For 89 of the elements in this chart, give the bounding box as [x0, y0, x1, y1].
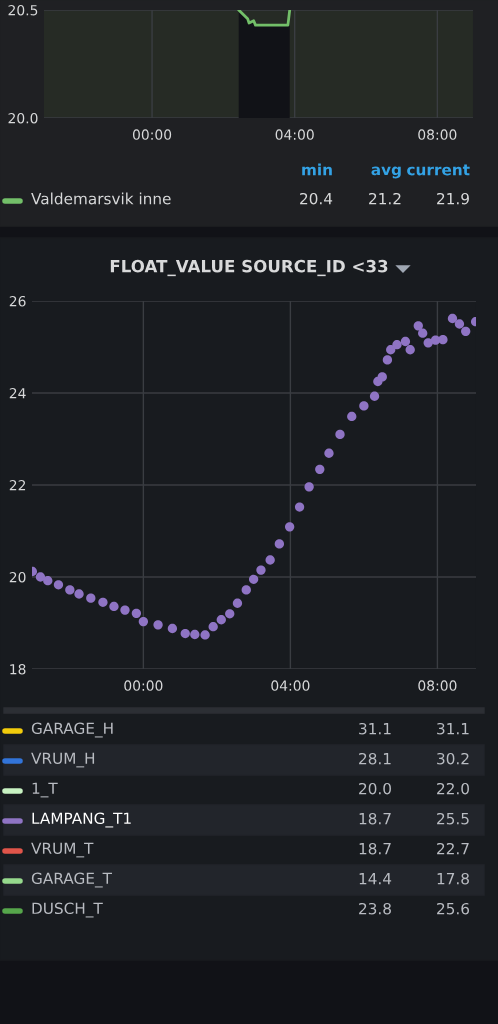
point [65, 585, 75, 595]
point [324, 448, 334, 458]
point [377, 372, 387, 382]
point [392, 340, 402, 350]
legend-label: DUSCH_T [32, 902, 103, 918]
text: 31.1 [359, 722, 391, 735]
point [153, 620, 163, 630]
text: 28.1 [359, 752, 391, 765]
text: avg [371, 166, 401, 179]
point [74, 589, 84, 599]
point [86, 593, 96, 603]
point [53, 580, 64, 590]
point [335, 429, 345, 440]
point [138, 616, 149, 627]
legend-label: Valdemarsvik inne [31, 192, 171, 205]
text: 30.2 [437, 752, 469, 765]
point [208, 622, 218, 632]
point [284, 522, 295, 532]
text: 25.6 [437, 902, 470, 915]
y-tick-label: 18 [10, 663, 26, 675]
point [256, 565, 266, 575]
text: 25.5 [437, 812, 469, 825]
point [423, 338, 433, 348]
text: 22.0 [437, 782, 469, 795]
y-tick-label: 20.5 [8, 4, 38, 16]
point [347, 411, 357, 422]
y-tick-label: 20 [9, 571, 26, 583]
point [418, 328, 428, 338]
point [400, 336, 411, 347]
text: 31.1 [437, 722, 469, 735]
point [413, 321, 423, 331]
x-tick-label: 08:00 [418, 129, 457, 140]
text: 21.9 [437, 192, 469, 205]
legend-label: GARAGE_T [31, 872, 112, 888]
text: 20.0 [359, 782, 391, 795]
point [241, 585, 251, 595]
point [454, 319, 465, 329]
point [190, 629, 200, 640]
legend-label: 1_T [32, 782, 58, 798]
x-tick-label: 00:00 [124, 680, 163, 691]
text: 18.7 [359, 842, 391, 855]
text: 18.7 [359, 812, 391, 825]
x-tick-label: 00:00 [132, 129, 172, 140]
point [131, 608, 142, 618]
point [43, 576, 53, 586]
legend-label: VRUM_H [31, 752, 95, 768]
y-tick-label: 20.0 [8, 112, 38, 124]
point [274, 539, 285, 549]
x-tick-label: 04:00 [271, 680, 310, 691]
point [386, 345, 396, 355]
text: current [407, 164, 470, 176]
point [216, 615, 226, 625]
point [405, 345, 415, 355]
point [265, 555, 275, 565]
point [315, 464, 325, 475]
point [98, 597, 108, 607]
y-tick-label: 26 [9, 295, 26, 307]
text: 20.4 [300, 192, 333, 205]
text: 22.7 [437, 842, 469, 855]
point [225, 609, 235, 619]
point [232, 598, 243, 608]
point [294, 502, 305, 512]
point [461, 326, 471, 337]
point [304, 482, 314, 492]
chart-title: FLOAT_VALUE SOURCE_ID <33 [110, 259, 388, 277]
point [120, 605, 130, 615]
text: 14.4 [359, 873, 392, 885]
legend-label: LAMPANG_T1 [32, 812, 131, 828]
text: min [302, 163, 332, 176]
y-tick-label: 22 [9, 479, 26, 491]
x-tick-label: 08:00 [418, 680, 457, 691]
y-tick-label: 24 [9, 387, 26, 399]
point [248, 574, 259, 584]
point [200, 630, 210, 640]
point [382, 355, 393, 365]
point [438, 334, 448, 345]
point [369, 391, 380, 401]
legend-label: VRUM_T [31, 842, 94, 858]
point [447, 313, 458, 324]
text: 17.8 [437, 872, 469, 885]
point [35, 572, 46, 582]
point [359, 401, 369, 411]
point [109, 601, 119, 612]
text: 23.8 [359, 902, 391, 915]
legend-label: GARAGE_H [31, 722, 113, 738]
point [180, 628, 190, 639]
point [167, 623, 178, 634]
text: 21.2 [369, 192, 401, 205]
x-tick-label: 04:00 [275, 129, 314, 140]
